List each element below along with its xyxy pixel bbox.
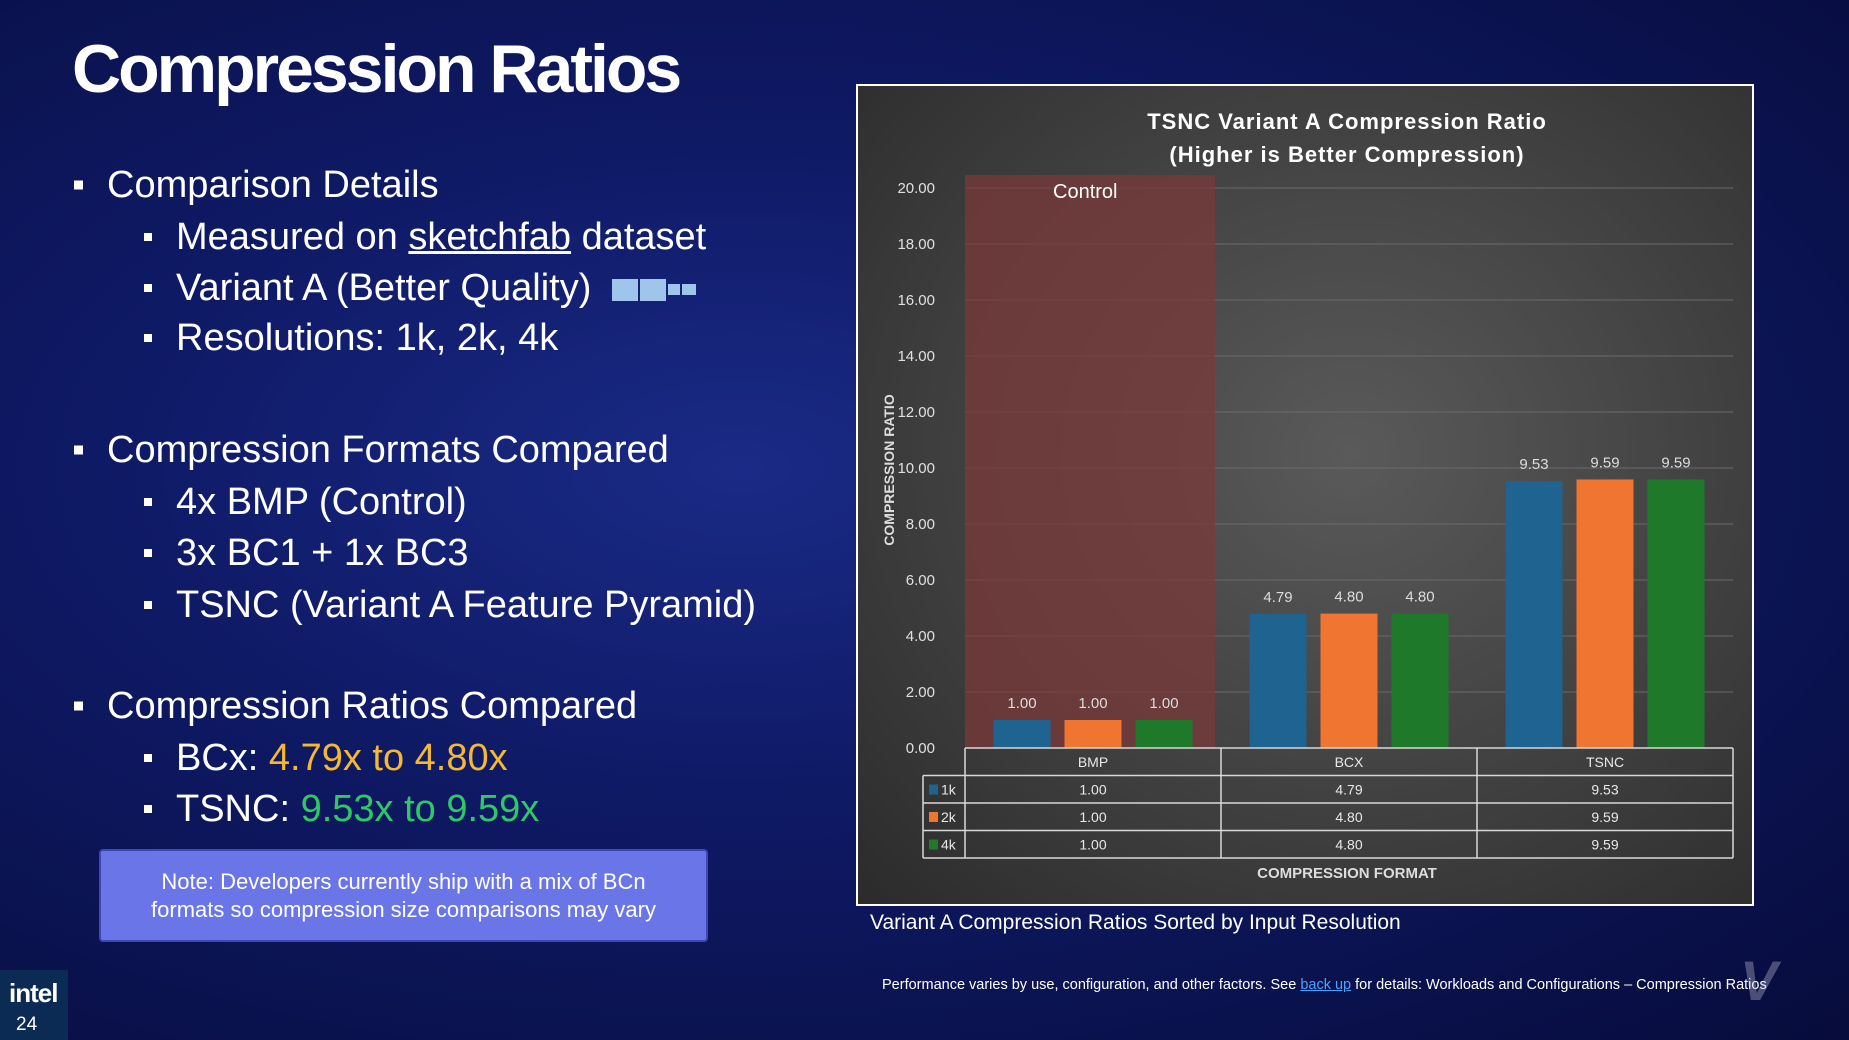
data-label: 4.80 — [1334, 589, 1363, 606]
legend-swatch-4k — [929, 839, 938, 850]
bullet-icon — [144, 549, 152, 557]
bar-4k-BMP — [1135, 720, 1193, 748]
control-label: Control — [1053, 181, 1117, 203]
bar-2k-BCX — [1320, 613, 1378, 748]
bar-4k-BCX — [1391, 613, 1449, 748]
bar-2k-BMP — [1064, 720, 1122, 748]
bullet-icon — [144, 233, 152, 241]
table-cell: 4.80 — [1335, 836, 1362, 852]
control-highlight-region — [965, 175, 1215, 748]
y-tick-label: 16.00 — [897, 292, 935, 309]
legend-swatch-1k — [929, 784, 938, 795]
footer-disclaimer: Performance varies by use, configuration… — [882, 977, 1767, 993]
feature-pyramid-icon — [611, 267, 696, 309]
table-header-bcx: BCX — [1335, 754, 1364, 770]
logo-number: 24 — [16, 1014, 38, 1035]
y-tick-label: 8.00 — [906, 516, 935, 533]
bullet-icon — [74, 180, 83, 190]
data-label: 1.00 — [1007, 695, 1036, 712]
table-cell: 9.59 — [1591, 809, 1618, 825]
section-heading: Compression Formats Compared — [107, 429, 669, 471]
bar-1k-BCX — [1249, 613, 1307, 748]
list-item: TSNC: 9.53x to 9.59x — [176, 790, 539, 828]
bullet-icon — [144, 334, 152, 342]
logo-word: intel — [9, 978, 58, 1008]
x-axis-label: COMPRESSION FORMAT — [1257, 865, 1437, 882]
bullet-icon — [74, 701, 83, 711]
page-title: Compression Ratios — [72, 31, 682, 107]
table-cell: 9.59 — [1591, 836, 1618, 852]
table-cell: 1.00 — [1079, 809, 1106, 825]
table-cell: 9.53 — [1591, 781, 1618, 797]
legend-label-1k: 1k — [941, 781, 957, 797]
y-axis-label: COMPRESSION RATIO — [881, 394, 897, 546]
y-tick-label: 12.00 — [897, 404, 935, 421]
backup-link[interactable]: back up — [1300, 977, 1352, 993]
legend-label-2k: 2k — [941, 809, 957, 825]
bar-2k-TSNC — [1576, 479, 1634, 748]
list-item: BCx: 4.79x to 4.80x — [176, 739, 508, 777]
data-label: 4.79 — [1263, 589, 1292, 606]
footer-text: Performance varies by use, configuration… — [882, 977, 1301, 993]
data-label: 1.00 — [1149, 695, 1178, 712]
list-item: Resolutions: 1k, 2k, 4k — [176, 317, 559, 359]
data-label: 9.59 — [1590, 454, 1619, 471]
item-text: dataset — [571, 216, 707, 258]
y-tick-label: 10.00 — [897, 460, 935, 477]
table-header-tsnc: TSNC — [1586, 754, 1624, 770]
section-heading: Compression Ratios Compared — [107, 685, 638, 727]
list-item: 4x BMP (Control) — [176, 481, 467, 523]
y-tick-label: 18.00 — [897, 236, 935, 253]
item-text: Measured on — [176, 216, 409, 258]
y-tick-label: 14.00 — [897, 348, 935, 365]
chart-title-line2: (Higher is Better Compression) — [1169, 142, 1524, 167]
note-line: formats so compression size comparisons … — [151, 897, 656, 922]
chart-title-line1: TSNC Variant A Compression Ratio — [1147, 109, 1547, 134]
data-label: 4.80 — [1405, 589, 1434, 606]
note-line: Note: Developers currently ship with a m… — [161, 869, 646, 894]
list-item: Variant A (Better Quality) — [176, 269, 696, 307]
watermark-logo: V — [1740, 949, 1778, 1012]
table-cell: 4.79 — [1335, 781, 1362, 797]
bullet-icon — [144, 284, 152, 292]
sketchfab-link[interactable]: sketchfab — [408, 216, 572, 258]
y-tick-label: 2.00 — [906, 684, 935, 701]
y-tick-label: 6.00 — [906, 572, 935, 589]
item-text: Variant A (Better Quality) — [176, 267, 592, 309]
item-value: 4.79x to 4.80x — [268, 737, 508, 779]
chart-caption: Variant A Compression Ratios Sorted by I… — [870, 911, 1401, 934]
chart-panel: TSNC Variant A Compression Ratio (Higher… — [856, 84, 1754, 906]
bar-1k-BMP — [993, 720, 1051, 748]
y-tick-label: 0.00 — [906, 740, 935, 757]
bullet-icon — [144, 498, 152, 506]
bar-1k-TSNC — [1505, 481, 1563, 748]
footer-text: for details: Workloads and Configuration… — [1351, 977, 1767, 993]
legend-label-4k: 4k — [941, 836, 957, 852]
list-item: TSNC (Variant A Feature Pyramid) — [176, 584, 757, 626]
bullet-icon — [74, 445, 83, 455]
y-tick-label: 4.00 — [906, 628, 935, 645]
y-tick-label: 20.00 — [897, 180, 935, 197]
data-label: 9.59 — [1661, 454, 1690, 471]
table-cell: 4.80 — [1335, 809, 1362, 825]
table-cell: 1.00 — [1079, 781, 1106, 797]
table-header-bmp: BMP — [1078, 754, 1108, 770]
item-value: 9.53x to 9.59x — [300, 788, 540, 830]
data-label: 9.53 — [1519, 456, 1548, 473]
intel-logo: intel 24 — [0, 970, 68, 1040]
list-item: Measured on sketchfab dataset — [176, 218, 706, 256]
list-item: 3x BC1 + 1x BC3 — [176, 532, 469, 574]
note-callout: Note: Developers currently ship with a m… — [99, 849, 708, 942]
item-label: BCx: — [176, 737, 269, 779]
bullet-icon — [144, 601, 152, 609]
bullet-icon — [144, 805, 152, 813]
bar-4k-TSNC — [1647, 479, 1705, 748]
legend-swatch-2k — [929, 812, 938, 822]
section-heading: Comparison Details — [107, 164, 439, 206]
bullet-icon — [144, 754, 152, 762]
bar-chart: TSNC Variant A Compression Ratio (Higher… — [881, 109, 1734, 882]
data-label: 1.00 — [1078, 695, 1107, 712]
table-cell: 1.00 — [1079, 836, 1106, 852]
item-label: TSNC: — [176, 788, 301, 830]
